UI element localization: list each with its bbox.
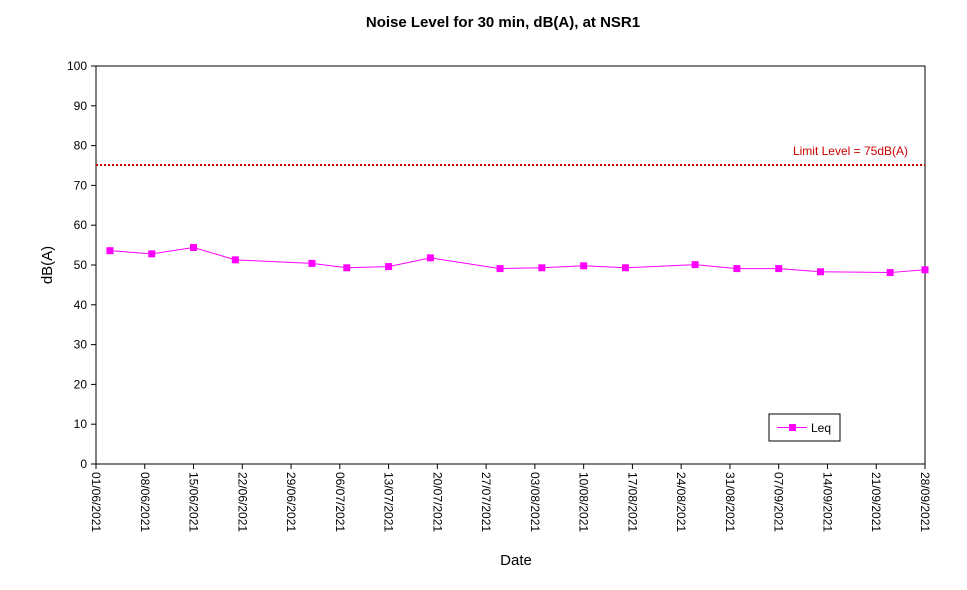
data-point [733,265,741,273]
y-tick-label: 100 [67,59,87,73]
y-tick-label: 20 [74,377,88,391]
y-axis: 0 10 20 30 40 50 60 70 80 90 100 [67,59,96,471]
data-point [231,256,239,264]
x-tick-label: 28/09/2021 [918,472,932,532]
data-point [621,264,629,272]
plot-frame [95,65,926,465]
y-tick-label: 70 [74,178,88,192]
data-point [538,264,546,272]
legend: Leq [768,413,841,442]
x-tick-label: 06/07/2021 [333,472,347,532]
data-point [308,259,316,267]
data-point [817,268,825,276]
x-tick-label: 15/06/2021 [187,472,201,532]
data-point [886,269,894,277]
series-leq [106,243,929,277]
x-axis-label: Date [500,552,532,569]
data-point [426,254,434,262]
x-tick-label: 20/07/2021 [430,472,444,532]
y-tick-label: 60 [74,218,88,232]
y-tick-label: 10 [74,417,88,431]
data-point [691,261,699,269]
x-tick-label: 14/09/2021 [820,472,834,532]
x-tick-label: 17/08/2021 [625,472,639,532]
data-point [190,243,198,251]
data-point [148,250,156,258]
legend-marker-leq [789,424,796,431]
y-tick-label: 80 [74,139,88,153]
x-tick-label: 29/06/2021 [284,472,298,532]
chart-title: Noise Level for 30 min, dB(A), at NSR1 [366,14,640,31]
y-tick-label: 0 [80,457,87,471]
legend-label-leq: Leq [811,421,831,435]
y-tick-label: 50 [74,258,88,272]
limit-level-annotation: Limit Level = 75dB(A) [96,144,925,166]
x-tick-label: 24/08/2021 [674,472,688,532]
y-axis-label: dB(A) [39,246,56,284]
data-point [106,247,114,255]
data-point [343,264,351,272]
x-axis: 01/06/2021 08/06/2021 15/06/2021 22/06/2021… [89,464,932,532]
x-tick-label: 21/09/2021 [869,472,883,532]
data-point [580,262,588,270]
x-tick-label: 08/06/2021 [138,472,152,532]
x-tick-label: 07/09/2021 [772,472,786,532]
x-tick-label: 27/07/2021 [479,472,493,532]
data-point [496,265,504,273]
y-tick-label: 40 [74,298,88,312]
y-tick-label: 30 [74,338,88,352]
x-tick-label: 03/08/2021 [528,472,542,532]
data-point [385,263,393,271]
plot-area [95,65,926,465]
x-tick-label: 10/08/2021 [577,472,591,532]
x-tick-label: 22/06/2021 [235,472,249,532]
data-point [921,266,929,274]
x-tick-label: 01/06/2021 [89,472,103,532]
data-point [775,265,783,273]
y-tick-label: 90 [74,99,88,113]
series-line-leq [109,246,926,274]
x-tick-label: 31/08/2021 [723,472,737,532]
x-tick-label: 13/07/2021 [382,472,396,532]
limit-level-label: Limit Level = 75dB(A) [793,144,908,158]
